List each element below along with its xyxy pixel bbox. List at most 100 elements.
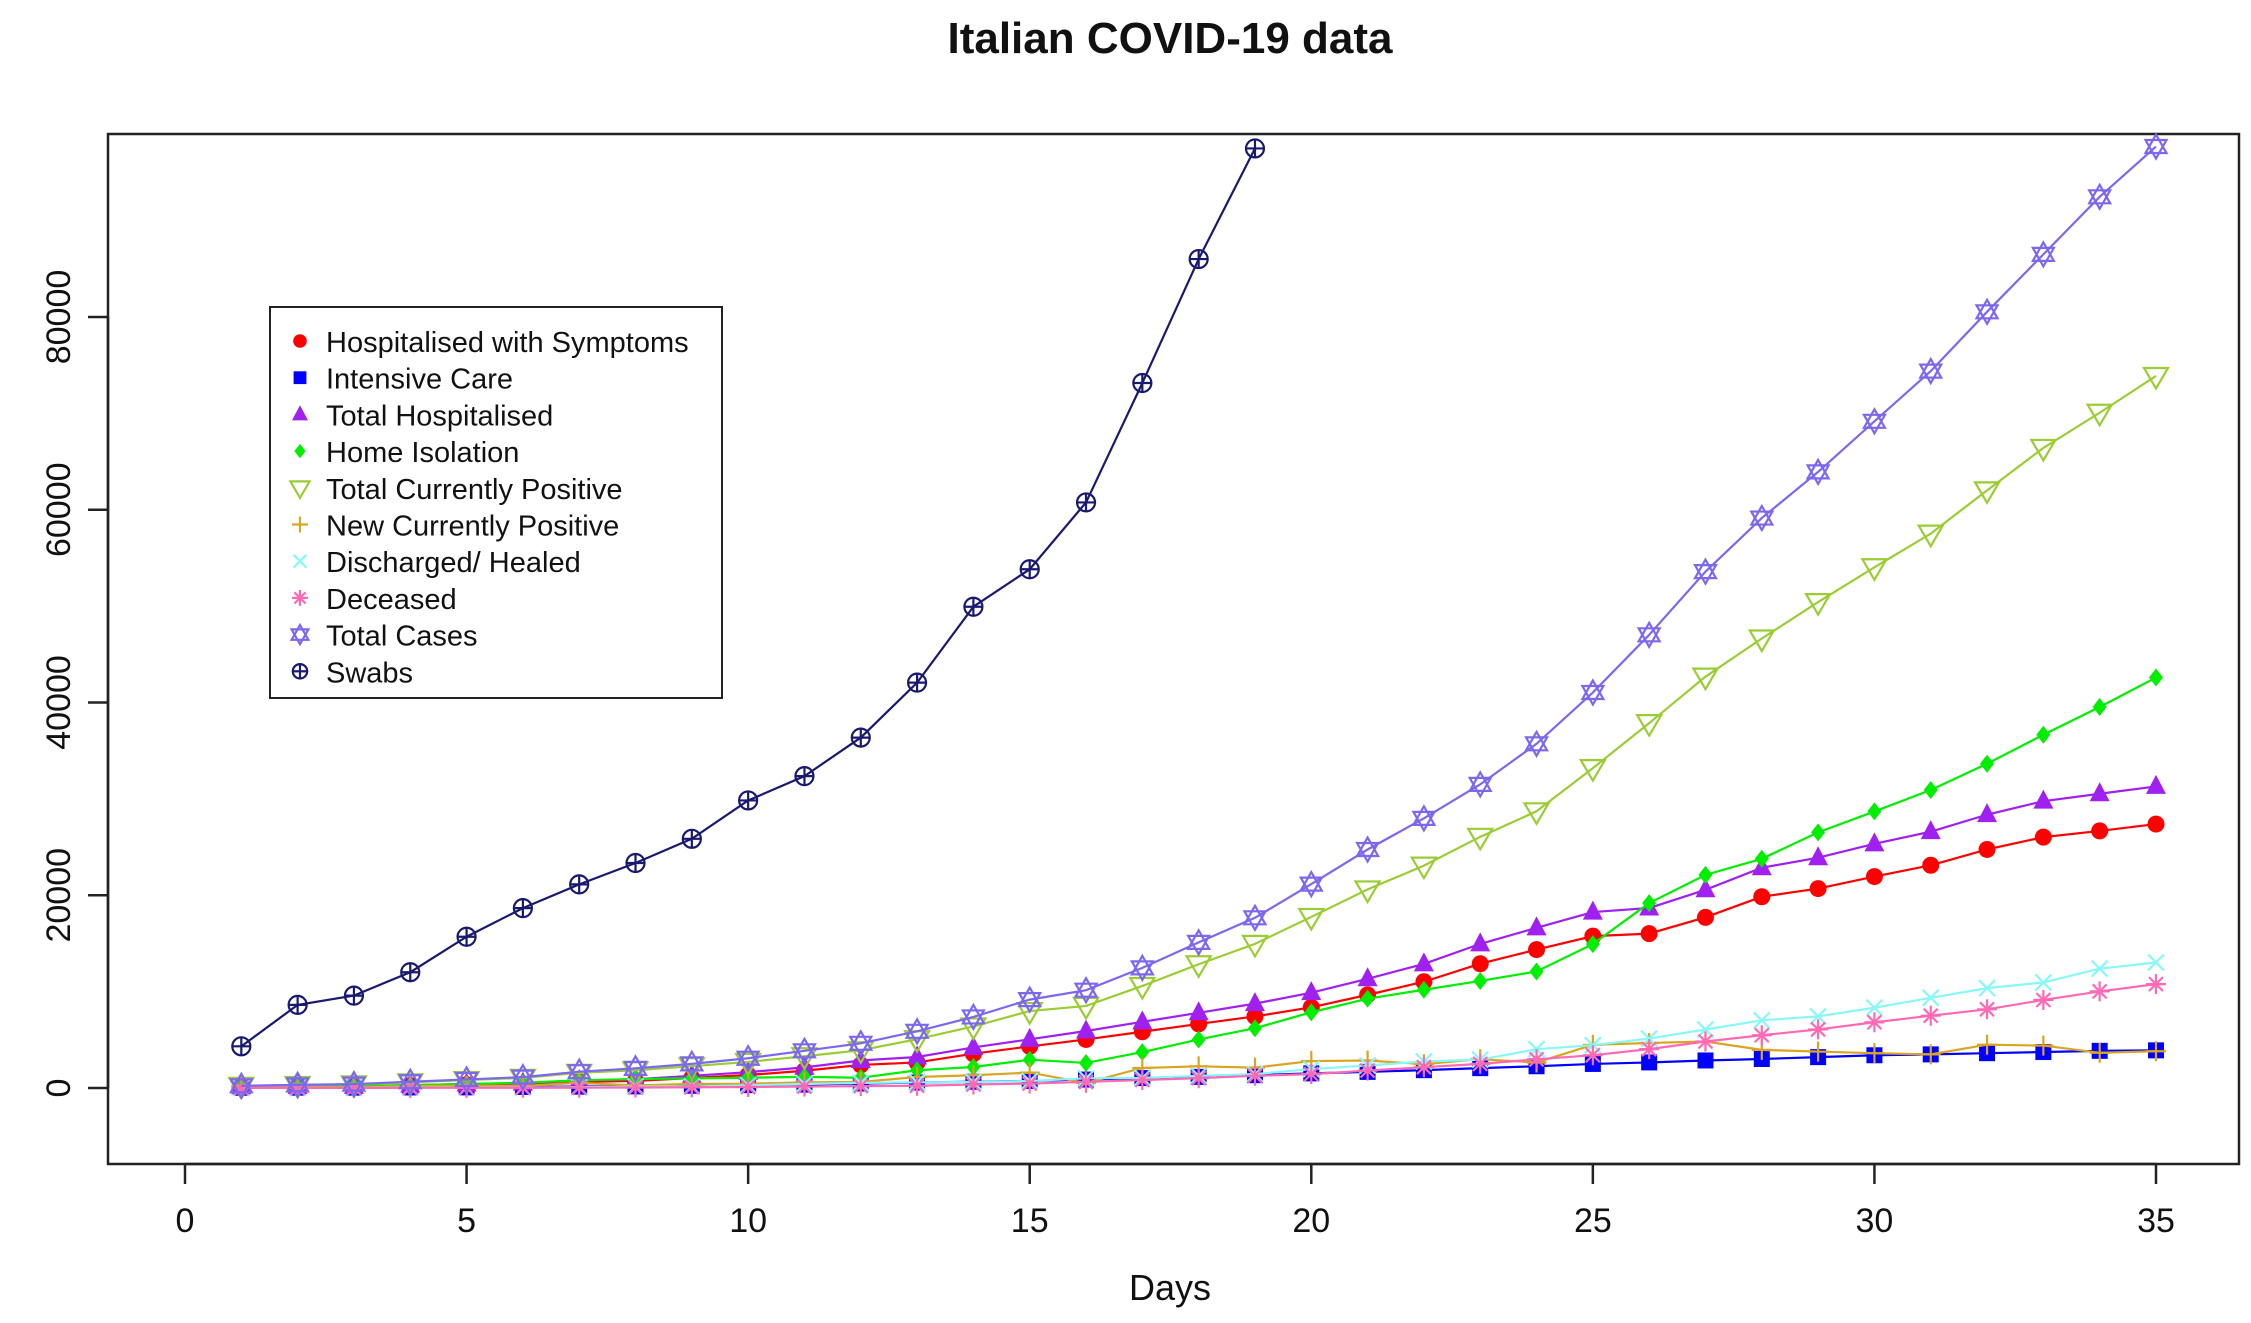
data-point [1411,804,1437,833]
data-point [343,985,365,1006]
marker-shape [1636,627,1662,650]
legend-label: Hospitalised with Symptoms [326,327,689,359]
data-point [1413,952,1434,972]
data-point [1808,1041,1829,1062]
data-point [1019,1073,1040,1094]
data-point [1582,900,1603,920]
marker-shape [1190,1070,1207,1086]
marker-shape [1693,564,1718,586]
marker-shape [1246,1007,1264,1025]
marker-shape [792,1036,817,1059]
data-point [1585,935,1600,954]
marker-shape [1973,481,2001,506]
marker-shape [907,1045,928,1065]
data-point [963,1074,984,1095]
marker-shape [1585,1047,1601,1063]
data-point [1473,971,1488,990]
data-point [623,1054,648,1083]
data-point [1698,865,1713,884]
data-point [1188,248,1209,270]
marker-shape [228,1078,254,1101]
marker-shape [1754,849,1769,868]
data-point [1079,1053,1094,1072]
data-point [850,727,871,748]
data-point [1132,1070,1153,1091]
data-point [2029,438,2058,463]
marker-shape [1524,729,1549,752]
data-point [2091,822,2109,840]
marker-shape [341,1076,367,1099]
marker-shape [566,1064,592,1086]
y-tick-label: 80000 [40,270,78,365]
marker-shape [1188,1001,1209,1021]
data-point [738,790,759,811]
marker-shape [1697,1052,1714,1069]
marker-shape [1135,1043,1150,1062]
x-tick-label: 35 [2137,1202,2175,1240]
marker-shape [1640,925,1658,943]
data-point [1808,1019,1829,1040]
data-point [1691,667,1720,692]
data-point [287,994,308,1015]
x-axis: 0 5 10 15 20 25 30 35 [176,1162,2175,1240]
marker-shape [285,1070,311,1093]
marker-shape [1693,557,1718,580]
marker-shape [1698,865,1713,884]
marker-shape [1078,1074,1094,1090]
marker-shape [1471,955,1489,973]
data-point [1241,934,1269,959]
marker-shape [1974,304,2000,327]
data-point [2034,973,2053,992]
marker-shape [792,1043,817,1066]
legend-label: Home Isolation [326,437,519,469]
data-point [1072,996,1100,1021]
data-point [1578,759,1607,783]
marker-shape [2034,828,2052,846]
data-point [1642,894,1657,913]
data-point [2034,828,2052,846]
data-point [904,1017,930,1046]
data-point [850,1076,871,1097]
marker-shape [627,1079,644,1096]
legend-item: Intensive Care [293,364,513,396]
data-point [1357,967,1378,987]
marker-shape [2149,668,2163,687]
marker-shape [1753,1011,1771,1030]
marker-shape [1695,878,1716,898]
marker-shape [2147,953,2165,972]
marker-shape [1416,980,1431,999]
marker-shape [1860,558,1889,582]
marker-shape [965,1076,982,1093]
data-point [1019,559,1040,580]
marker-shape [1691,667,1720,692]
marker-shape [1867,802,1882,821]
marker-shape [454,1071,479,1094]
data-point [1751,1025,1772,1046]
marker-shape [293,371,307,385]
marker-shape [292,554,308,569]
data-point [1809,1007,1827,1026]
legend-marker [288,480,312,500]
data-point [1413,1057,1434,1078]
marker-shape [1809,880,1827,898]
marker-shape [1974,297,2000,320]
data-point [1186,928,1212,957]
data-point [963,1035,984,1055]
data-point [794,1055,815,1075]
marker-shape [1360,989,1375,1008]
data-point [963,596,984,617]
marker-shape [294,443,306,459]
data-point [959,1017,988,1042]
data-point [1580,678,1606,707]
data-point [1805,457,1831,487]
data-point [1244,138,1266,159]
data-point [1073,975,1099,1005]
data-point [2033,989,2054,1010]
marker-shape [1923,781,1938,800]
data-point [1977,803,1998,823]
marker-shape [1862,413,1887,436]
data-point [2092,698,2107,717]
series-group [227,132,2170,1101]
marker-shape [1017,985,1043,1008]
data-point [456,926,477,947]
